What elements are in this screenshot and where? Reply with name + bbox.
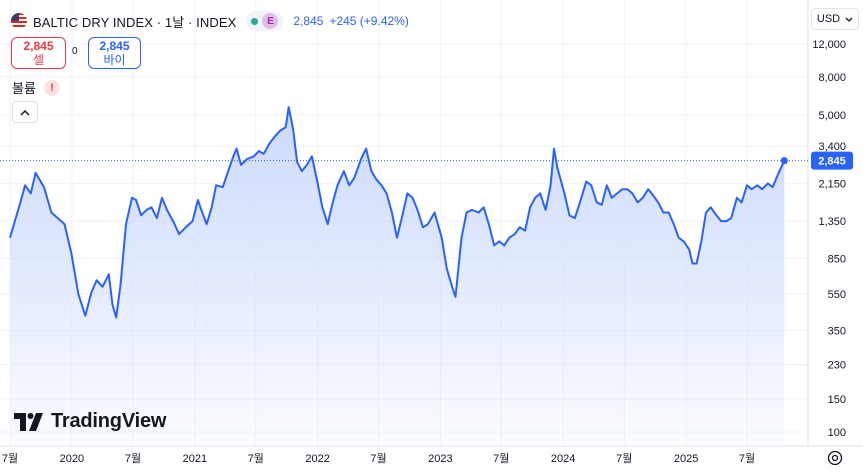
x-tick-label: 2023 xyxy=(428,453,452,465)
sell-label: 셀 xyxy=(32,53,45,67)
sell-button[interactable]: 2,845 셀 xyxy=(11,37,66,69)
x-tick-label: 7월 xyxy=(616,452,632,465)
y-tick-label: 230 xyxy=(828,359,846,371)
y-tick-label: 350 xyxy=(828,325,846,337)
x-tick-label: 7월 xyxy=(493,452,509,465)
x-tick-label: 7월 xyxy=(125,452,141,465)
buy-button[interactable]: 2,845 바이 xyxy=(88,37,141,69)
x-tick-label: 7월 xyxy=(2,452,18,465)
x-tick-label: 2024 xyxy=(551,453,575,465)
y-tick-label: 8,000 xyxy=(818,72,846,84)
x-tick-label: 7월 xyxy=(739,452,755,465)
market-status[interactable]: E xyxy=(246,11,284,31)
currency-selector[interactable]: USD xyxy=(811,8,859,30)
x-tick-label: 7월 xyxy=(370,452,386,465)
tradingview-logo-icon xyxy=(14,412,43,431)
chevron-up-icon xyxy=(20,109,30,116)
buy-label: 바이 xyxy=(103,53,126,67)
y-tick-label: 3,400 xyxy=(818,141,846,153)
y-tick-label: 12,000 xyxy=(812,39,846,51)
market-open-dot-icon xyxy=(251,17,259,25)
y-tick-label: 150 xyxy=(828,394,846,406)
us-flag-icon xyxy=(11,13,27,29)
logo-text: TradingView xyxy=(51,410,167,432)
y-tick-label: 5,000 xyxy=(818,110,846,122)
x-tick-label: 2021 xyxy=(183,453,207,465)
x-tick-label: 2025 xyxy=(674,453,698,465)
series-line xyxy=(9,106,786,319)
y-tick-label: 2,150 xyxy=(818,178,846,190)
warning-icon[interactable]: ! xyxy=(43,79,60,96)
x-tick-label: 2020 xyxy=(60,453,84,465)
legend: BALTIC DRY INDEX · 1날 · INDEX E 2,845 +2… xyxy=(11,10,409,32)
buy-price: 2,845 xyxy=(99,39,130,53)
volume-label: 볼륨 xyxy=(12,81,36,96)
y-tick-label: 550 xyxy=(828,289,846,301)
y-tick-label: 850 xyxy=(828,254,846,266)
y-tick-label: 100 xyxy=(828,427,846,439)
last-price: 2,845 xyxy=(293,14,324,28)
symbol-title[interactable]: BALTIC DRY INDEX · 1날 · INDEX xyxy=(33,14,237,30)
collapse-legend-button[interactable] xyxy=(12,101,38,123)
price-change: +245 (+9.42%) xyxy=(329,14,409,28)
earnings-badge[interactable]: E xyxy=(262,13,279,29)
tradingview-logo[interactable]: TradingView xyxy=(14,410,166,433)
settings-icon[interactable] xyxy=(826,449,844,467)
y-tick-label: 1,350 xyxy=(818,216,846,228)
last-point xyxy=(780,157,788,165)
volume-legend[interactable]: 볼륨 ! xyxy=(12,78,60,97)
sell-price: 2,845 xyxy=(23,39,54,53)
spread-value: 0 xyxy=(72,46,78,57)
x-tick-label: 7월 xyxy=(248,452,264,465)
series-area xyxy=(10,107,785,446)
time-axis: 7월 2020 7월 2021 7월 2022 7월 2023 7월 2024 7월 2025 7월 xyxy=(2,452,755,465)
last-price-marker: 2,845 xyxy=(0,151,853,170)
last-price-label-box xyxy=(811,151,853,170)
chevron-down-icon xyxy=(845,17,853,22)
currency-label: USD xyxy=(816,13,841,25)
x-tick-label: 2022 xyxy=(305,453,329,465)
price-axis: 100 150 230 350 550 850 1,350 2,150 3,400 5,000 8,… xyxy=(812,39,846,439)
last-price-label: 2,845 xyxy=(818,156,846,168)
